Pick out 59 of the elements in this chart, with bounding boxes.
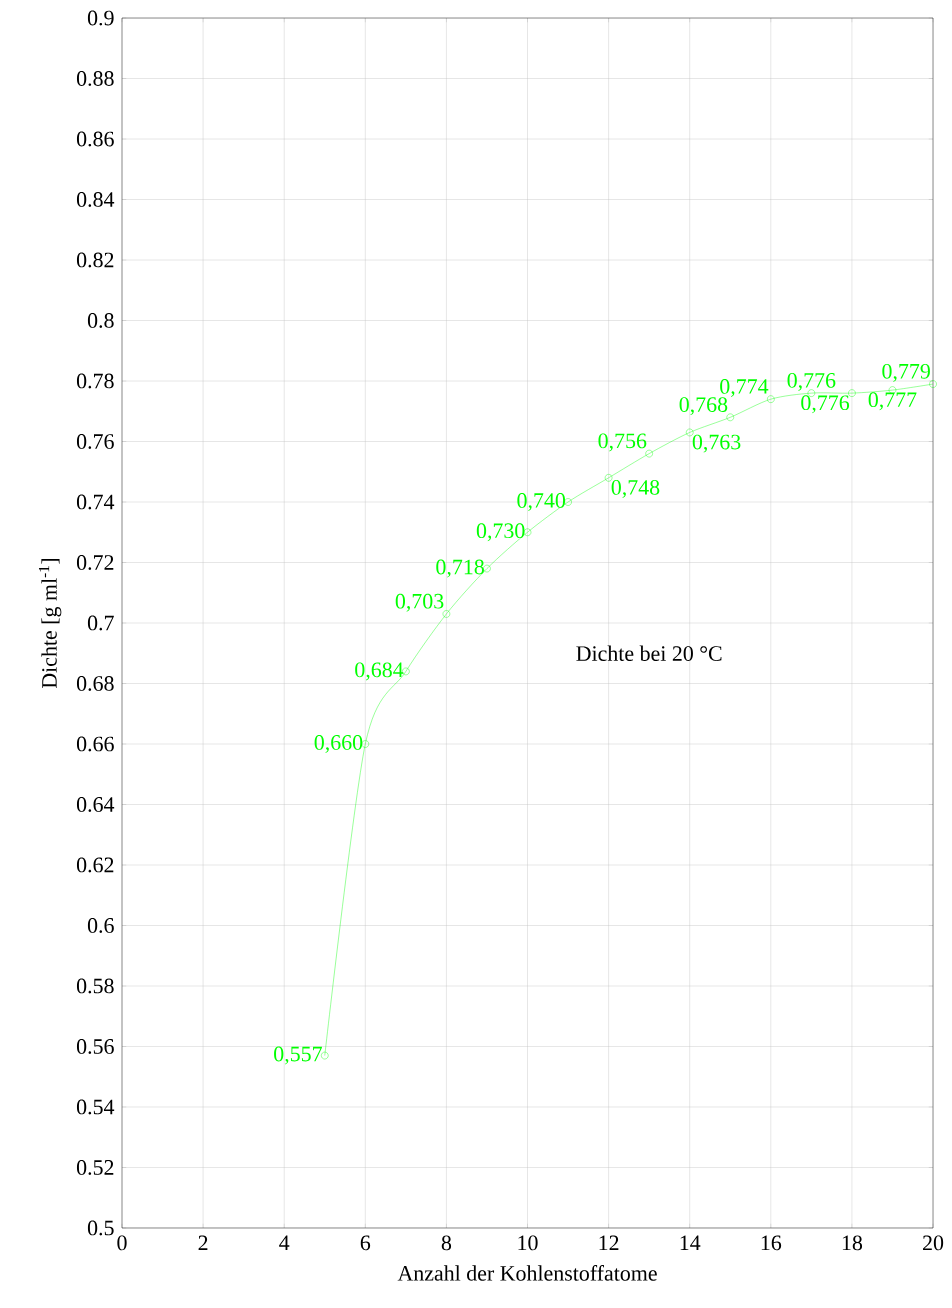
data-label: 0,774 (720, 379, 769, 397)
point (686, 428, 694, 437)
y-tick-label: 0.82 (76, 252, 114, 268)
data-label: 0,718 (436, 559, 484, 578)
point (604, 474, 613, 482)
y-tick-label: 0.7 (87, 615, 114, 631)
x-tick-label: 0 (117, 1235, 127, 1251)
point (442, 610, 451, 618)
data-label: 0,776 (787, 372, 836, 391)
point (726, 413, 734, 422)
data-label: 0,768 (679, 397, 728, 416)
x-tick-label: 14 (680, 1235, 701, 1250)
y-tick-label: 0.68 (76, 676, 114, 691)
data-label: 0,763 (692, 434, 741, 453)
data-label: 0,779 (882, 363, 930, 382)
y-tick-label: 0.8 (87, 313, 114, 328)
x-tick-label: 18 (842, 1235, 863, 1251)
data-label: 0,684 (355, 662, 404, 681)
point (929, 380, 937, 388)
y-tick-label: 0.6 (87, 918, 114, 933)
y-tick-label: 0.72 (76, 555, 114, 570)
point (645, 449, 653, 458)
data-label: 0,777 (868, 392, 917, 411)
y-tick-label: 0.64 (76, 797, 115, 812)
data-label: 0,557 (274, 1046, 322, 1065)
data-label: 0,748 (611, 480, 660, 498)
x-tick-label: 6 (360, 1235, 371, 1251)
data-label: 0,740 (517, 493, 566, 511)
y-tick-label: 0.9 (87, 10, 114, 26)
point (848, 389, 856, 397)
point (767, 395, 775, 403)
annotation: Dichte bei 20 °C (576, 645, 722, 661)
y-axis-title: Dichte [g ml$^{-1}$] (38, 558, 62, 689)
x-tick-label: 8 (441, 1235, 452, 1251)
data-label: 0,703 (395, 593, 444, 612)
x-tick-label: 2 (198, 1235, 208, 1251)
y-tick-label: 0.76 (76, 434, 114, 449)
x-tick-label: 10 (518, 1235, 538, 1251)
data-label: 0,776 (801, 395, 850, 414)
y-tick-label: 0.66 (76, 736, 114, 752)
y-tick-label: 0.52 (76, 1160, 114, 1175)
y-tick-label: 0.62 (76, 857, 114, 873)
data-label: 0,660 (314, 735, 363, 753)
x-tick-label: 20 (923, 1235, 944, 1251)
x-axis-title: Anzahl der Kohlenstoffatome (397, 1265, 657, 1281)
x-tick-label: 4 (279, 1235, 290, 1250)
data-label: 0,730 (476, 523, 525, 542)
y-tick-label: 0.84 (76, 192, 115, 207)
y-tick-label: 0.56 (76, 1039, 114, 1054)
y-tick-label: 0.58 (76, 978, 114, 994)
y-tick-label: 0.74 (76, 494, 115, 510)
y-tick-label: 0.54 (76, 1099, 115, 1115)
y-tick-label: 0.78 (76, 373, 114, 389)
y-tick-label: 0.5 (87, 1220, 114, 1236)
y-tick-label: 0.88 (76, 71, 114, 86)
x-tick-label: 12 (599, 1235, 619, 1251)
data-label: 0,756 (598, 433, 647, 452)
y-tick-label: 0.86 (76, 131, 114, 147)
x-tick-label: 16 (761, 1235, 782, 1251)
